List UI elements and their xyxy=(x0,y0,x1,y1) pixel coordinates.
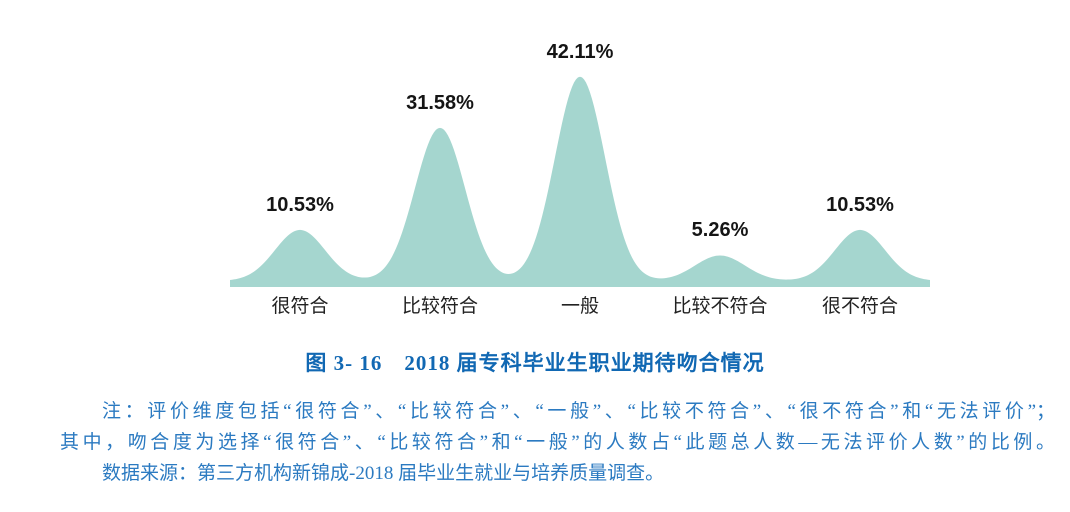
peak-value-label: 5.26% xyxy=(691,219,749,242)
note-line-1: 注：评价维度包括“很符合”、“比较符合”、“一般”、“比较不符合”、“很不符合”… xyxy=(102,401,1055,422)
wiggle-chart: 10.53% 很符合 31.58% 比较符合 42.11% 一般 5.26% 比较不符合 10.… xyxy=(230,40,930,317)
peak-value-label: 10.53% xyxy=(266,193,334,216)
category-label: 比较不符合 xyxy=(672,296,768,317)
figure-caption: 图 3- 16 2018 届专科毕业生职业期待吻合情况 xyxy=(305,351,765,375)
peak-value-label: 10.53% xyxy=(826,193,894,216)
peak-value-label: 42.11% xyxy=(546,40,614,63)
category-label: 很不符合 xyxy=(821,296,898,317)
wiggle-chart-svg xyxy=(230,76,930,288)
note-line-2: 其中，吻合度为选择“很符合”、“比较符合”和“一般”的人数占“此题总人数—无法评… xyxy=(60,432,1055,453)
peak-value-label: 31.58% xyxy=(406,91,474,114)
category-label: 很符合 xyxy=(271,296,329,317)
note-line-3: 数据来源：第三方机构新锦成-2018 届毕业生就业与培养质量调查。 xyxy=(102,463,665,484)
category-label: 比较符合 xyxy=(401,296,478,317)
category-label: 一般 xyxy=(560,296,599,317)
notes-block: 注：评价维度包括“很符合”、“比较符合”、“一般”、“比较不符合”、“很不符合”… xyxy=(38,396,1055,489)
area-series-path xyxy=(230,76,930,288)
